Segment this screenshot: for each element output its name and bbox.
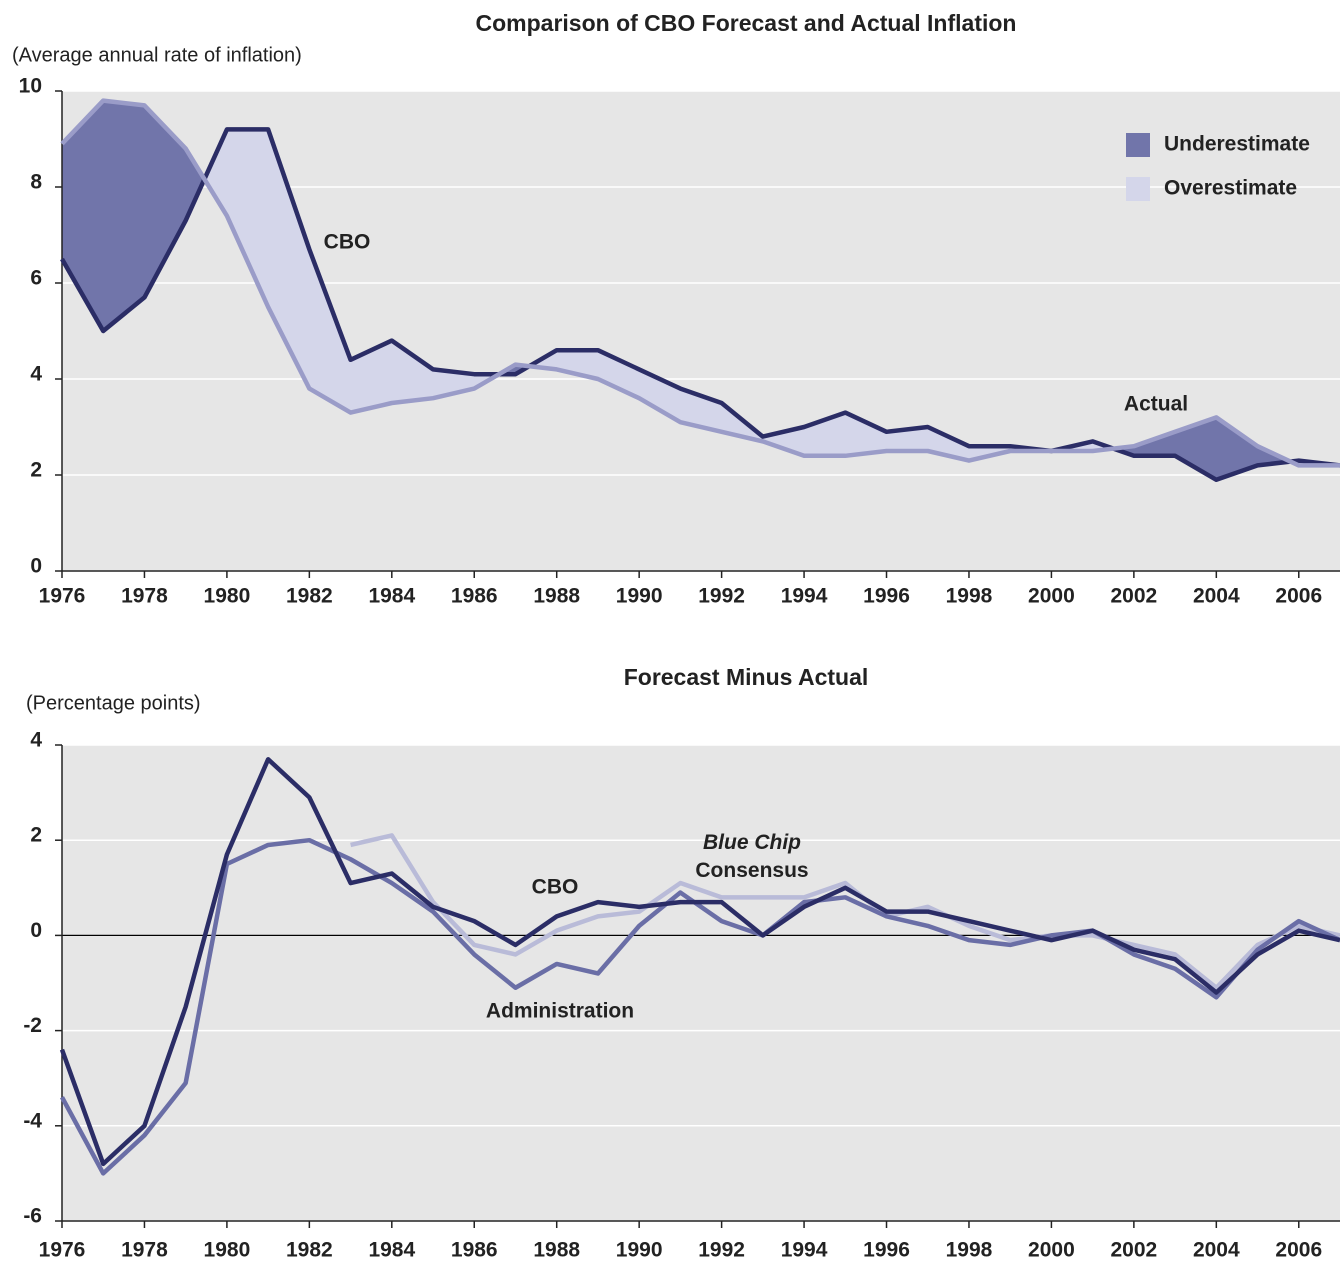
x-tick-label: 1978 [121, 585, 168, 608]
series-label: CBO [532, 876, 579, 899]
x-tick-label: 1996 [863, 585, 910, 608]
series-line [60, 127, 1340, 483]
x-tick-label: 1988 [533, 1239, 580, 1261]
series-line [60, 98, 1340, 468]
y-tick-label: 4 [30, 363, 42, 386]
x-tick-label: 1986 [451, 585, 498, 608]
legend-label: Underestimate [1164, 133, 1310, 156]
series-line [59, 757, 1340, 1167]
x-tick-label: 1992 [698, 1239, 745, 1261]
x-tick-label: 2002 [1111, 585, 1158, 608]
y-tick-label: -2 [23, 1014, 42, 1037]
legend-swatch [1126, 177, 1150, 201]
y-tick-label: 10 [19, 75, 42, 98]
x-tick-label: 1994 [781, 1239, 828, 1261]
plot-background [62, 745, 1340, 1221]
legend-label: Overestimate [1164, 177, 1297, 200]
y-tick-label: 4 [30, 729, 42, 752]
series-line [60, 837, 1340, 1176]
series-label: Blue Chip Consensus [695, 831, 809, 882]
chart-title: Forecast Minus Actual [624, 664, 869, 690]
x-tick-label: 1980 [204, 585, 251, 608]
x-tick-label: 1998 [946, 585, 993, 608]
x-tick-label: 2006 [1275, 585, 1322, 608]
x-tick-label: 2004 [1193, 1239, 1240, 1261]
x-tick-label: 2004 [1193, 585, 1240, 608]
x-tick-label: 2000 [1028, 585, 1075, 608]
y-tick-label: -4 [23, 1109, 42, 1132]
x-tick-label: 1998 [946, 1239, 993, 1261]
y-tick-label: 0 [30, 555, 42, 578]
x-tick-label: 1990 [616, 585, 663, 608]
x-tick-label: 1988 [533, 585, 580, 608]
legend-swatch [1126, 133, 1150, 157]
y-tick-label: 2 [30, 824, 42, 847]
x-tick-label: 1982 [286, 585, 333, 608]
x-tick-label: 1982 [286, 1239, 333, 1261]
x-tick-label: 2006 [1275, 1239, 1322, 1261]
x-tick-label: 1992 [698, 585, 745, 608]
y-tick-label: 0 [30, 919, 42, 942]
series-line [350, 833, 1340, 991]
y-tick-label: 8 [30, 171, 42, 194]
series-label: Administration [486, 1000, 634, 1023]
y-tick-label: 6 [30, 267, 42, 290]
x-tick-label: 1978 [121, 1239, 168, 1261]
x-tick-label: 1990 [616, 1239, 663, 1261]
x-tick-label: 1976 [39, 1239, 86, 1261]
x-tick-label: 1994 [781, 585, 828, 608]
series-label: CBO [324, 231, 371, 254]
x-tick-label: 2000 [1028, 1239, 1075, 1261]
series-label: Actual [1124, 393, 1188, 416]
y-axis-label: (Percentage points) [26, 692, 201, 714]
y-tick-label: -6 [23, 1205, 42, 1228]
y-tick-label: 2 [30, 459, 42, 482]
x-tick-label: 1976 [39, 585, 86, 608]
x-tick-label: 1984 [368, 585, 415, 608]
x-tick-label: 1980 [204, 1239, 251, 1261]
x-tick-label: 1984 [368, 1239, 415, 1261]
y-axis-label: (Average annual rate of inflation) [12, 44, 302, 66]
x-tick-label: 1996 [863, 1239, 910, 1261]
x-tick-label: 1986 [451, 1239, 498, 1261]
x-tick-label: 2002 [1111, 1239, 1158, 1261]
chart-title: Comparison of CBO Forecast and Actual In… [476, 10, 1017, 36]
